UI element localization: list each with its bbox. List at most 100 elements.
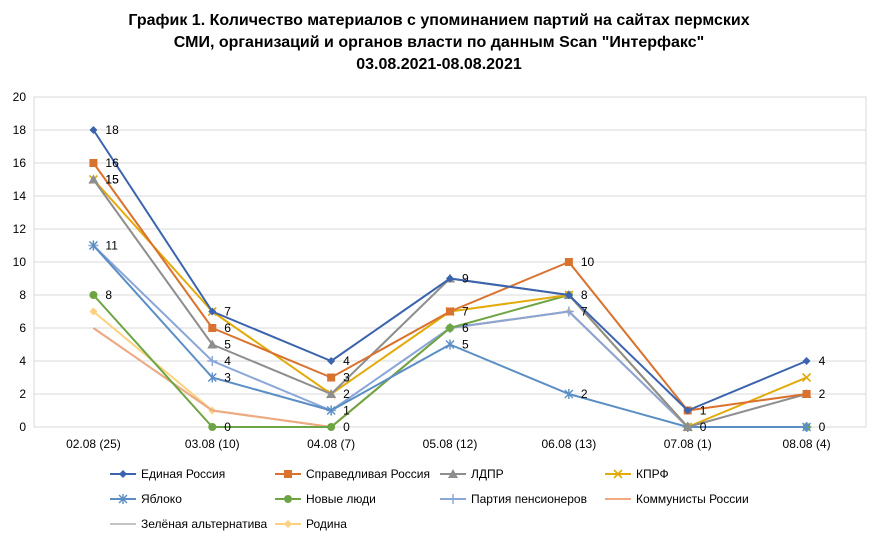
data-label: 1 bbox=[343, 404, 350, 418]
data-point bbox=[207, 372, 217, 383]
legend-marker bbox=[284, 495, 292, 503]
data-label: 2 bbox=[343, 387, 350, 401]
x-tick-label: 05.08 (12) bbox=[423, 437, 478, 451]
data-point bbox=[88, 174, 99, 184]
series-2 bbox=[89, 159, 811, 415]
x-tick-label: 08.08 (4) bbox=[783, 437, 831, 451]
data-label: 0 bbox=[224, 420, 231, 434]
data-label: 15 bbox=[105, 173, 119, 187]
y-tick-label: 10 bbox=[13, 255, 27, 269]
legend-item: Новые люди bbox=[275, 492, 376, 506]
data-point bbox=[564, 258, 573, 266]
y-tick-label: 18 bbox=[13, 123, 27, 137]
y-tick-label: 6 bbox=[19, 321, 26, 335]
chart-title: График 1. Количество материалов с упомин… bbox=[0, 10, 878, 76]
data-label: 1 bbox=[700, 404, 707, 418]
data-point bbox=[326, 389, 337, 398]
data-label: 7 bbox=[462, 305, 469, 319]
legend-marker bbox=[448, 469, 458, 478]
data-label: 0 bbox=[700, 420, 707, 434]
y-tick-label: 0 bbox=[19, 420, 26, 434]
series-line bbox=[92, 129, 807, 412]
legend-item: Яблоко bbox=[110, 492, 182, 506]
legend-item: Зелёная альтернатива bbox=[110, 517, 268, 531]
data-point bbox=[802, 390, 811, 398]
chart-title-line-2: СМИ, организаций и органов власти по дан… bbox=[173, 34, 705, 51]
data-point bbox=[802, 372, 812, 383]
data-point bbox=[208, 324, 217, 332]
x-tick-label: 02.08 (25) bbox=[66, 437, 121, 451]
data-label: 3 bbox=[224, 371, 231, 385]
legend-item: Единая Россия bbox=[110, 467, 225, 481]
legend-label: Новые люди bbox=[306, 492, 376, 506]
data-point bbox=[89, 126, 98, 134]
legend-label: Партия пенсионеров bbox=[471, 492, 587, 506]
series-line bbox=[92, 178, 807, 428]
data-label: 8 bbox=[105, 288, 112, 302]
data-point bbox=[88, 240, 98, 251]
y-tick-label: 14 bbox=[13, 189, 27, 203]
data-label: 7 bbox=[224, 305, 231, 319]
data-point bbox=[327, 357, 336, 365]
y-tick-label: 20 bbox=[13, 90, 27, 104]
data-point bbox=[683, 406, 692, 415]
data-point bbox=[802, 422, 812, 432]
legend-item: Коммунисты России bbox=[605, 492, 749, 506]
chart-title-line-3: 03.08.2021-08.08.2021 bbox=[356, 56, 522, 73]
data-point bbox=[327, 423, 336, 431]
data-label: 0 bbox=[819, 420, 826, 434]
data-label: 2 bbox=[819, 387, 826, 401]
legend-marker bbox=[613, 469, 623, 479]
data-point bbox=[445, 339, 455, 350]
legend-label: Единая Россия bbox=[141, 467, 225, 481]
legend-label: Яблоко bbox=[141, 492, 182, 506]
data-point bbox=[208, 307, 217, 316]
data-label: 9 bbox=[462, 272, 469, 286]
data-point bbox=[89, 291, 98, 299]
plot-area bbox=[33, 96, 867, 428]
data-label: 5 bbox=[224, 338, 231, 352]
y-tick-label: 2 bbox=[19, 387, 26, 401]
legend-marker bbox=[118, 494, 128, 504]
data-label: 10 bbox=[581, 255, 595, 269]
data-label: 18 bbox=[105, 123, 119, 137]
legend-marker bbox=[448, 494, 458, 504]
legend-item: Справедливая Россия bbox=[275, 467, 430, 481]
legend-label: Зелёная альтернатива bbox=[141, 517, 268, 531]
data-point bbox=[563, 306, 574, 317]
legend-label: Справедливая Россия bbox=[306, 467, 430, 481]
data-point bbox=[446, 274, 454, 283]
data-label: 0 bbox=[343, 420, 350, 434]
x-tick-label: 06.08 (13) bbox=[542, 437, 597, 451]
data-label: 11 bbox=[105, 239, 118, 253]
grid-lines bbox=[34, 96, 866, 428]
data-label: 15 bbox=[105, 173, 119, 187]
legend-marker bbox=[284, 470, 292, 478]
data-label: 4 bbox=[343, 354, 350, 368]
data-point bbox=[89, 307, 98, 316]
data-label: 16 bbox=[105, 156, 119, 170]
series-line bbox=[92, 162, 807, 412]
series-line bbox=[92, 178, 807, 428]
data-point bbox=[564, 291, 573, 299]
x-tick-label: 07.08 (1) bbox=[664, 437, 712, 451]
data-label: 6 bbox=[224, 321, 231, 335]
data-label: 2 bbox=[581, 387, 588, 401]
data-point bbox=[564, 389, 574, 399]
series-1 bbox=[89, 126, 811, 415]
data-label: 3 bbox=[343, 371, 350, 385]
legend-marker bbox=[119, 470, 127, 478]
data-label: 6 bbox=[462, 321, 469, 335]
legend: Единая Россия Справедливая Россия ЛДПР КПРФ… bbox=[110, 467, 749, 531]
data-point bbox=[89, 159, 98, 167]
legend-item: Партия пенсионеров bbox=[440, 492, 587, 506]
data-label: 4 bbox=[819, 354, 826, 368]
legend-item: КПРФ bbox=[605, 467, 669, 481]
data-point bbox=[207, 339, 218, 349]
legend-marker bbox=[284, 520, 292, 528]
y-tick-label: 16 bbox=[13, 156, 27, 170]
series-4 bbox=[88, 174, 812, 432]
legend-label: ЛДПР bbox=[471, 467, 504, 481]
